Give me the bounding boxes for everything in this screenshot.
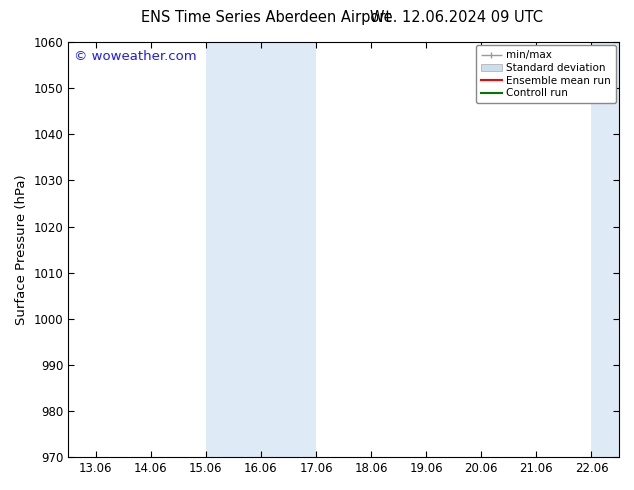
Y-axis label: Surface Pressure (hPa): Surface Pressure (hPa) bbox=[15, 174, 28, 325]
Legend: min/max, Standard deviation, Ensemble mean run, Controll run: min/max, Standard deviation, Ensemble me… bbox=[476, 45, 616, 103]
Bar bbox=[592, 42, 619, 457]
Text: ENS Time Series Aberdeen Airport: ENS Time Series Aberdeen Airport bbox=[141, 10, 391, 25]
Text: We. 12.06.2024 09 UTC: We. 12.06.2024 09 UTC bbox=[370, 10, 543, 25]
Text: © woweather.com: © woweather.com bbox=[74, 50, 197, 63]
Bar bbox=[206, 42, 316, 457]
